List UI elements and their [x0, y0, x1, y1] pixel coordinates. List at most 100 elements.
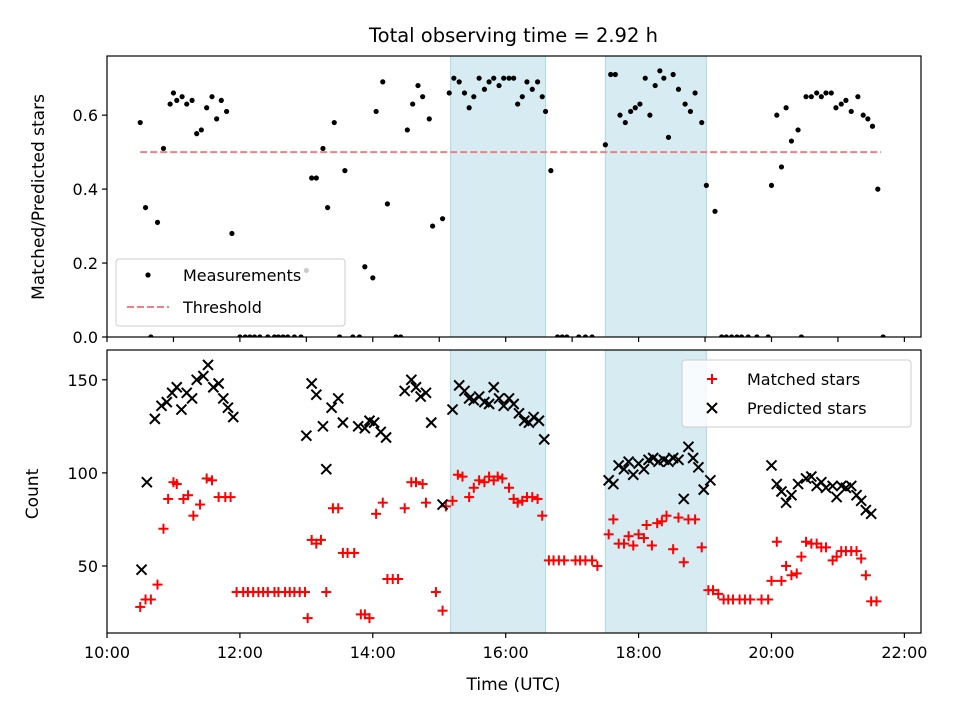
- figure-title: Total observing time = 2.92 h: [368, 24, 658, 47]
- matched-stars-point: [745, 594, 756, 605]
- matched-stars-point: [537, 510, 548, 521]
- matched-stars-point: [430, 587, 441, 598]
- predicted-stars-point: [805, 470, 818, 483]
- measurement-point: [410, 101, 416, 107]
- measurement-point: [142, 204, 149, 211]
- measurement-point: [682, 101, 688, 107]
- measurement-point: [692, 90, 698, 96]
- matched-stars-point: [504, 482, 515, 493]
- predicted-stars-point: [618, 463, 630, 475]
- predicted-stars-point: [161, 396, 173, 408]
- matched-stars-point: [371, 508, 382, 519]
- predicted-stars-point: [780, 496, 792, 509]
- legend-threshold-label: Threshold: [182, 298, 262, 317]
- predicted-stars-point: [171, 381, 183, 393]
- matched-stars-point: [163, 493, 174, 504]
- predicted-stars-point: [317, 420, 329, 433]
- measurement-point: [298, 334, 304, 337]
- bottom-ytick-label: 50: [78, 557, 98, 576]
- measurement-point: [251, 334, 258, 337]
- measurement-point: [675, 86, 682, 92]
- predicted-stars-point: [337, 416, 349, 429]
- measurement-point: [380, 79, 386, 85]
- matched-stars-point: [417, 479, 428, 490]
- predicted-stars-point: [497, 400, 510, 412]
- matched-stars-point: [656, 516, 667, 527]
- matched-stars-point: [410, 477, 421, 488]
- matched-stars-point: [641, 520, 652, 531]
- predicted-stars-point: [149, 413, 161, 425]
- matched-stars-point: [152, 579, 163, 590]
- measurement-point: [628, 108, 634, 115]
- xtick-label: 14:00: [350, 643, 396, 662]
- predicted-stars-point: [300, 429, 313, 442]
- bottom-panel: Count Time (UTC) 50 100 150 10:00 12:00 14:00…: [23, 349, 927, 695]
- matched-stars-point: [479, 477, 490, 488]
- predicted-stars-point: [647, 452, 659, 464]
- measurement-point: [818, 94, 824, 100]
- measurement-point: [257, 334, 263, 337]
- measurement-point: [461, 90, 468, 96]
- matched-stars-point: [457, 471, 468, 482]
- predicted-stars-point: [627, 469, 639, 481]
- predicted-stars-point: [414, 390, 427, 403]
- predicted-stars-point: [325, 402, 338, 414]
- matched-stars-point: [820, 542, 831, 553]
- matched-stars-point: [652, 518, 663, 529]
- measurement-point: [184, 101, 190, 107]
- matched-stars-point: [183, 490, 194, 501]
- matched-stars-point: [801, 536, 812, 547]
- measurement-point: [642, 75, 648, 81]
- measurement-point: [271, 334, 278, 337]
- matched-stars-point: [696, 542, 707, 553]
- predicted-stars-point: [227, 411, 239, 423]
- matched-stars-point: [678, 557, 689, 568]
- matched-stars-point: [628, 540, 639, 551]
- matched-stars-point: [763, 594, 774, 605]
- measurement-point: [608, 71, 614, 78]
- measurement-point: [542, 108, 549, 115]
- measurement-point: [612, 71, 618, 78]
- predicted-stars-point: [468, 394, 480, 406]
- predicted-stars-point: [398, 385, 411, 397]
- predicted-stars-point: [607, 478, 620, 490]
- measurement-point: [331, 119, 337, 126]
- matched-stars-point: [856, 553, 867, 564]
- measurement-point: [880, 334, 886, 337]
- matched-stars-point: [527, 492, 538, 503]
- measurement-point: [404, 127, 410, 133]
- measurement-point: [446, 90, 452, 96]
- measurement-point: [838, 101, 844, 107]
- matched-stars-point: [302, 613, 313, 624]
- measurement-point: [869, 123, 876, 129]
- predicted-stars-point: [493, 392, 505, 405]
- predicted-stars-point: [865, 508, 877, 520]
- measurement-point: [745, 334, 751, 337]
- predicted-stars-point: [527, 411, 540, 423]
- matched-stars-point: [399, 503, 410, 514]
- legend-matched-label: Matched stars: [747, 370, 860, 389]
- measurement-point: [576, 334, 582, 337]
- measurement-point: [719, 334, 725, 337]
- matched-stars-point: [786, 570, 797, 581]
- measurement-point: [529, 86, 535, 92]
- predicted-stars-point: [765, 459, 778, 472]
- measurement-point: [481, 86, 488, 92]
- matched-stars-point: [532, 493, 543, 504]
- matched-stars-point: [315, 534, 326, 545]
- matched-stars-point: [871, 596, 882, 607]
- predicted-stars-point: [678, 493, 690, 505]
- predicted-stars-point: [820, 482, 832, 494]
- measurement-point: [637, 101, 643, 107]
- predicted-stars-point: [405, 374, 418, 386]
- matched-stars-point: [135, 601, 146, 612]
- measurement-point: [373, 108, 379, 115]
- measurement-point: [738, 334, 745, 337]
- measurement-point: [554, 334, 561, 337]
- matched-stars-point: [638, 533, 649, 544]
- matched-stars-point: [440, 501, 451, 512]
- measurement-point: [729, 334, 735, 337]
- measurement-point: [362, 264, 368, 270]
- predicted-stars-point: [320, 463, 332, 475]
- measurement-point: [420, 94, 426, 100]
